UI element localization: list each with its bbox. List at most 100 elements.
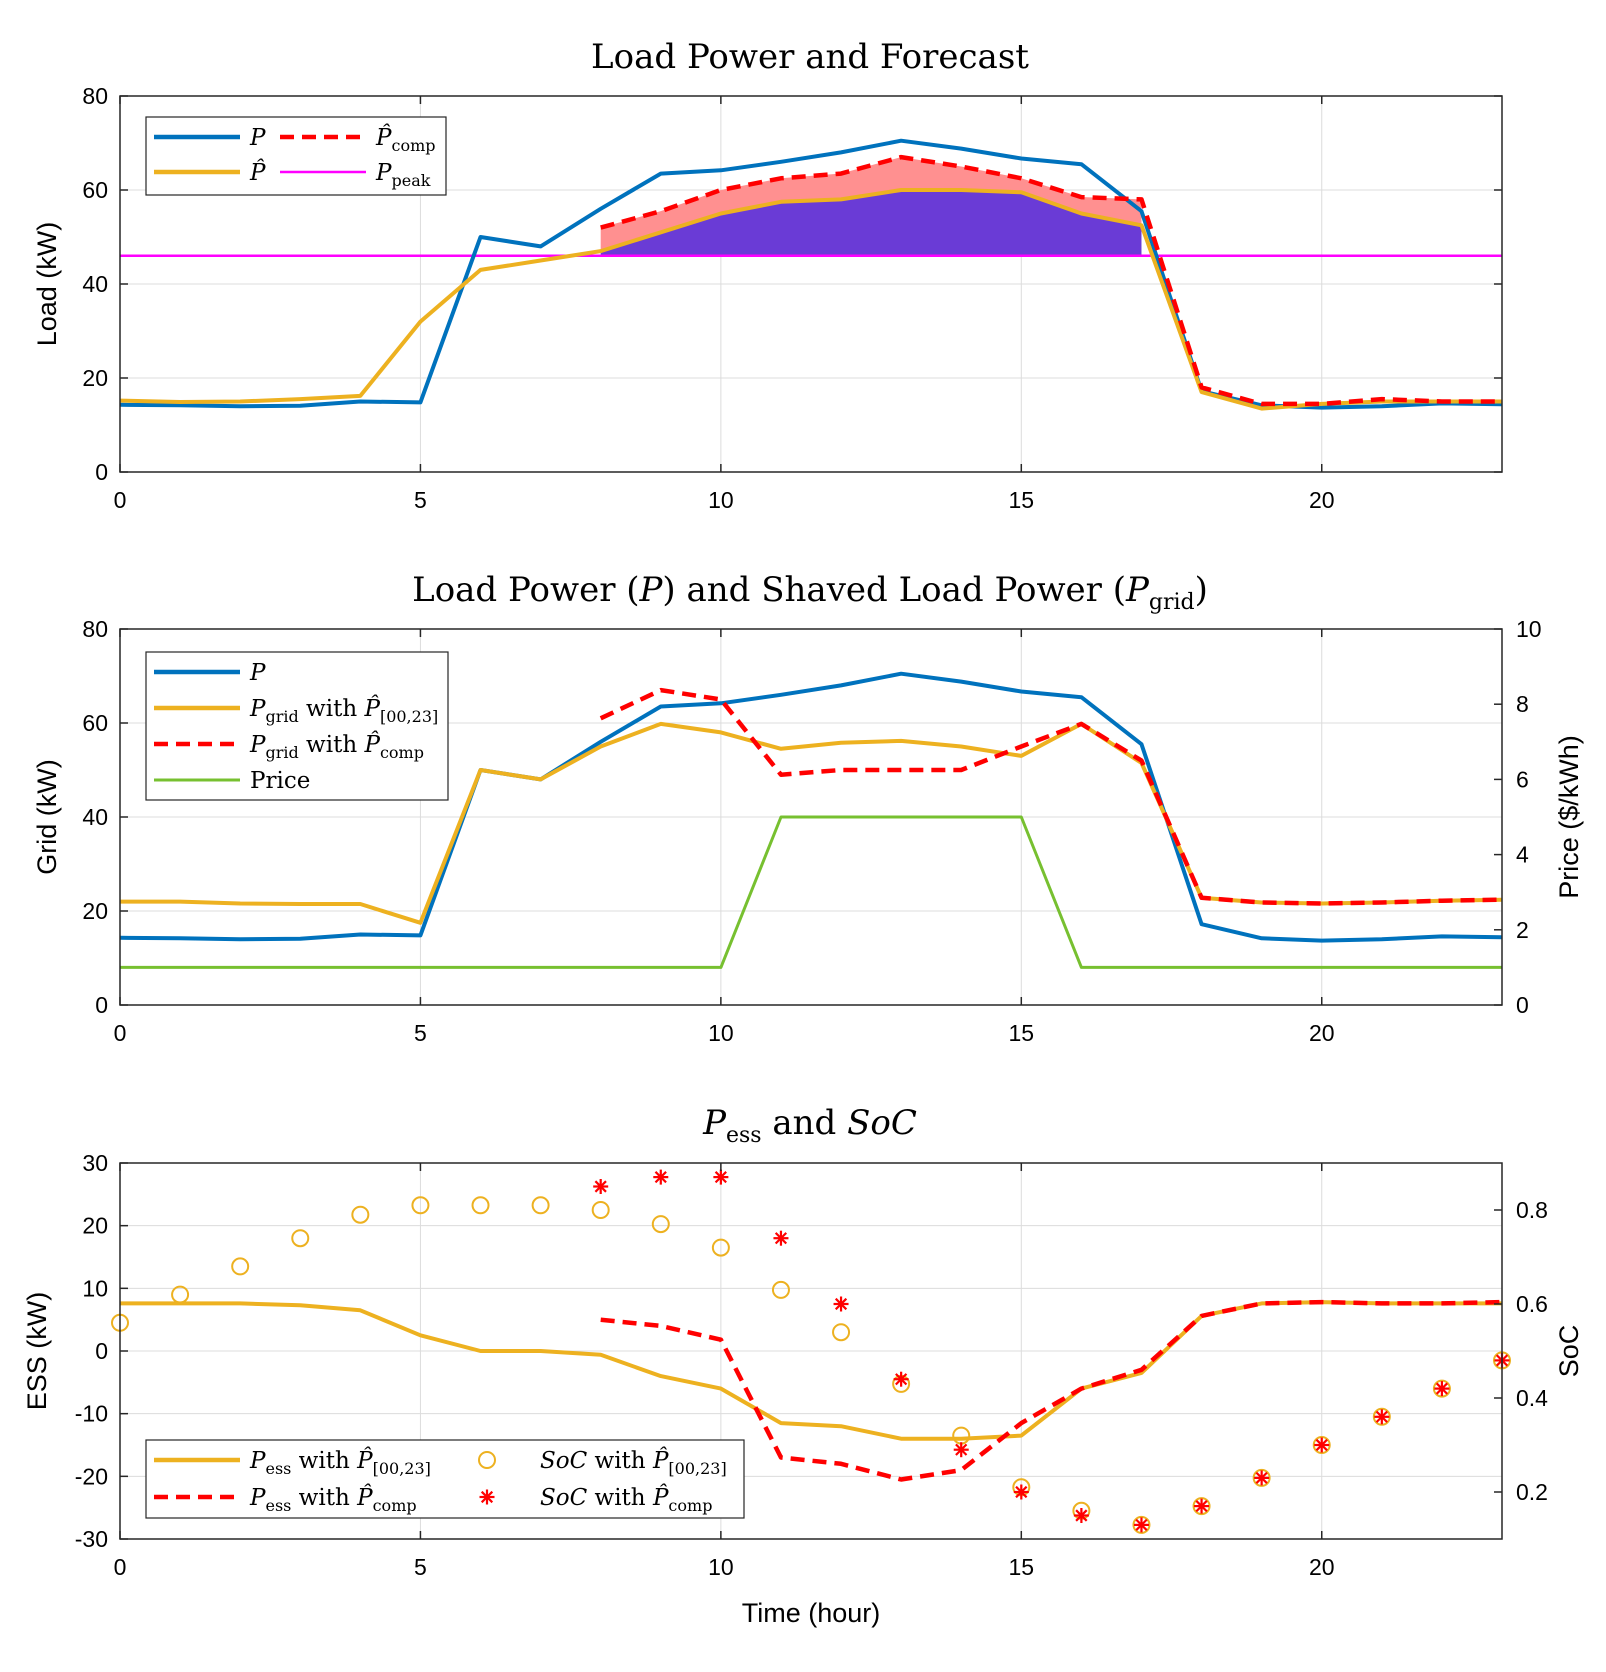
soc-comp-point [773,1230,789,1246]
series-price [120,815,1502,969]
comp-margin-area [600,157,1142,252]
soc-comp-point [1013,1484,1029,1500]
x-tick-label: 5 [414,1020,427,1046]
y-tick-label: 20 [82,898,108,924]
panel2-y2-ticks: 0 2 4 6 8 10 [1494,616,1542,1018]
soc-hat-point [471,1196,490,1215]
soc-comp-point [1374,1409,1390,1425]
panel1-lines [119,138,1503,411]
y-tick-label: -30 [75,1526,108,1552]
soc-hat-point [411,1196,430,1215]
legend3-soc-comp-marker [479,1489,495,1505]
legend2-price-label: Price [250,768,310,794]
legend3-soc-comp-label: SoC with P̂comp [540,1485,712,1515]
y2-tick-label: 0.4 [1516,1385,1548,1411]
soc-comp-point [593,1179,609,1194]
soc-hat-point [952,1426,971,1445]
y-tick-label: 80 [82,616,108,642]
legend3-ess-hat-label: Pess with P̂[00,23] [249,1448,431,1478]
y-tick-label: 0 [95,992,108,1018]
x-tick-label: 10 [708,1554,734,1580]
legend3-ess-comp-label: Pess with P̂comp [249,1485,417,1515]
y2-tick-label: 2 [1516,917,1529,943]
y2-tick-label: 10 [1516,616,1542,642]
series-Pess-comp [600,1299,1503,1482]
soc-comp-point [833,1296,849,1312]
x-tick-label: 0 [114,1020,127,1046]
x-tick-label: 15 [1009,1020,1035,1046]
y-tick-label: 10 [82,1275,108,1301]
panel2-lines [119,671,1503,969]
y2-tick-label: 0.2 [1516,1479,1548,1505]
soc-comp-point [1254,1470,1270,1486]
y2-tick-label: 6 [1516,766,1529,792]
x-tick-label: 0 [114,487,127,513]
y2-tick-label: 0 [1516,992,1529,1018]
y-tick-label: -20 [75,1463,108,1489]
panel3-x-ticks: 0 5 10 15 20 [114,1163,1335,1580]
soc-hat-point [1192,1497,1211,1516]
legend3-soc-hat-marker [478,1451,496,1469]
legend2-grid-comp-label: Pgrid with P̂comp [249,732,424,762]
x-tick-label: 10 [708,487,734,513]
series-Pcomp [600,154,1502,407]
panel3-y2-ticks: 0.2 0.4 0.6 0.8 [1494,1197,1548,1505]
x-tick-label: 15 [1009,1554,1035,1580]
panel2-title: Load Power (P) and Shaved Load Power (Pg… [412,570,1208,615]
panel1-x-ticks: 0 5 10 15 20 [114,96,1335,513]
panel2-legend: P Pgrid with P̂[00,23] Pgrid with P̂comp… [145,651,449,801]
soc-hat-point [1252,1468,1271,1487]
panel-ess-soc: Pess and SoC 0 5 10 15 20 -30 -20 -10 0 10 20 30 0… [22,1103,1584,1628]
panel3-y2label: SoC [1554,1325,1584,1378]
panel2-ylabel: Grid (kW) [32,759,62,874]
y2-tick-label: 8 [1516,691,1529,717]
panel1-legend-box [145,116,447,196]
soc-hat-point [1132,1515,1151,1534]
panel-load-forecast: Load Power and Forecast 0 5 10 15 20 0 20 40 60… [32,37,1503,513]
panel3-title: Pess and SoC [702,1103,917,1148]
series-Pess-hat [120,1300,1502,1441]
panel1-y-ticks: 0 20 40 60 80 [82,83,1502,485]
y-tick-label: 40 [82,804,108,830]
panel2-y-ticks: 0 20 40 60 80 [82,616,128,1018]
legend2-grid-hat-label: Pgrid with P̂[00,23] [249,696,438,726]
soc-comp-point [1314,1437,1330,1453]
y-tick-label: 40 [82,271,108,297]
panel3-ylabel: ESS (kW) [22,1292,52,1411]
soc-comp-point [653,1169,669,1185]
soc-hat-point [1372,1407,1391,1426]
soc-hat-point [711,1238,730,1257]
legend-Ppeak-label: Ppeak [375,160,431,190]
soc-hat-point [531,1196,550,1215]
shaved-energy-area [600,190,1142,256]
panel3-legend-box [145,1439,745,1519]
y-tick-label: 60 [82,177,108,203]
soc-hat-point [651,1215,670,1234]
legend-Phat-label: P̂ [249,160,266,186]
legend2-P-label: P [249,660,266,686]
y-tick-label: 0 [95,1338,108,1364]
legend-P-label: P [249,125,266,151]
x-tick-label: 5 [414,487,427,513]
y-tick-label: -10 [75,1401,108,1427]
panel-grid-price: Load Power (P) and Shaved Load Power (Pg… [32,570,1584,1046]
x-tick-label: 10 [708,1020,734,1046]
soc-hat-point [291,1229,310,1248]
x-tick-label: 20 [1309,487,1335,513]
soc-hat-point [591,1201,610,1219]
x-tick-label: 20 [1309,1554,1335,1580]
soc-hat-point [1432,1379,1451,1398]
soc-comp-point [1133,1517,1149,1533]
series-P [119,671,1503,943]
soc-hat-point [832,1323,851,1342]
x-tick-label: 20 [1309,1020,1335,1046]
soc-hat-point [171,1285,190,1304]
panel1-ylabel: Load (kW) [32,222,62,347]
panel1-legend: P P̂comp P̂ Ppeak [145,116,447,196]
y-tick-label: 20 [82,365,108,391]
panel2-legend-box [145,651,449,801]
legend3-soc-hat-label: SoC with P̂[00,23] [540,1448,727,1478]
x-tick-label: 0 [114,1554,127,1580]
y-tick-label: 0 [95,459,108,485]
